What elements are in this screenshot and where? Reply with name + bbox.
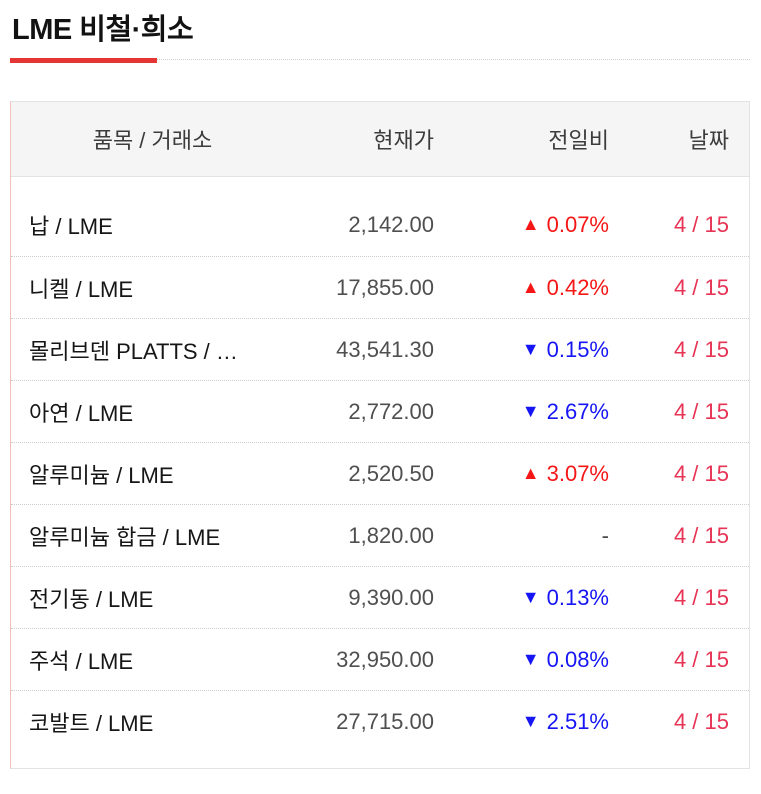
item-cell: 코발트 / LME bbox=[29, 710, 154, 736]
change-value: 0.08% bbox=[546, 646, 609, 672]
change-cell: ▼ 0.13% bbox=[434, 585, 609, 611]
change-cell: ▲ 3.07% bbox=[434, 461, 609, 487]
item-cell: 주석 / LME bbox=[29, 648, 134, 674]
title-underline-dotted bbox=[157, 59, 750, 60]
table-body: 납 / LME 2,142.00 ▲ 0.07% 4 / 15 니켈 / LME … bbox=[11, 177, 749, 768]
down-arrow-icon: ▼ bbox=[521, 400, 540, 421]
table-row[interactable]: 몰리브덴 PLATTS / … 43,541.30 ▼ 0.15% 4 / 15 bbox=[11, 318, 749, 380]
change-value: 0.15% bbox=[546, 336, 609, 362]
item-cell: 아연 / LME bbox=[29, 400, 134, 426]
date-cell: 4 / 15 bbox=[673, 274, 729, 300]
change-cell: ▲ 0.42% bbox=[434, 275, 609, 301]
item-cell: 니켈 / LME bbox=[29, 276, 134, 302]
item-cell: 몰리브덴 PLATTS / … bbox=[29, 338, 238, 364]
date-cell: 4 / 15 bbox=[673, 460, 729, 486]
change-value: - bbox=[601, 522, 609, 548]
price-cell: 27,715.00 bbox=[336, 708, 434, 734]
change-value: 3.07% bbox=[546, 460, 609, 486]
up-arrow-icon: ▲ bbox=[521, 462, 540, 483]
date-cell: 4 / 15 bbox=[673, 212, 729, 237]
change-cell: ▲ 0.07% bbox=[434, 212, 609, 238]
price-cell: 2,142.00 bbox=[348, 212, 434, 237]
price-cell: 2,772.00 bbox=[348, 398, 434, 424]
down-arrow-icon: ▼ bbox=[521, 648, 540, 669]
down-arrow-icon: ▼ bbox=[521, 586, 540, 607]
page-title: LME 비철·희소 bbox=[12, 14, 194, 46]
table-row[interactable]: 아연 / LME 2,772.00 ▼ 2.67% 4 / 15 bbox=[11, 380, 749, 442]
date-cell: 4 / 15 bbox=[673, 708, 729, 734]
date-cell: 4 / 15 bbox=[673, 584, 729, 610]
item-cell: 납 / LME bbox=[29, 214, 113, 239]
price-cell: 43,541.30 bbox=[336, 336, 434, 362]
table-row[interactable]: 알루미늄 / LME 2,520.50 ▲ 3.07% 4 / 15 bbox=[11, 442, 749, 504]
down-arrow-icon: ▼ bbox=[521, 710, 540, 731]
price-cell: 1,820.00 bbox=[348, 522, 434, 548]
date-cell: 4 / 15 bbox=[673, 522, 729, 548]
table-header-row: 품목 / 거래소 현재가 전일비 날짜 bbox=[11, 102, 749, 177]
down-arrow-icon: ▼ bbox=[521, 338, 540, 359]
table-row[interactable]: 코발트 / LME 27,715.00 ▼ 2.51% 4 / 15 bbox=[11, 690, 749, 768]
change-value: 2.51% bbox=[546, 708, 609, 734]
title-underline bbox=[10, 58, 750, 63]
change-value: 0.42% bbox=[546, 274, 609, 300]
change-cell: ▼ 0.15% bbox=[434, 337, 609, 363]
price-cell: 2,520.50 bbox=[348, 460, 434, 486]
change-cell: ▼ 0.08% bbox=[434, 647, 609, 673]
table-row[interactable]: 납 / LME 2,142.00 ▲ 0.07% 4 / 15 bbox=[11, 177, 749, 256]
change-value: 2.67% bbox=[546, 398, 609, 424]
lme-price-table: 품목 / 거래소 현재가 전일비 날짜 납 / LME 2,142.00 ▲ 0.… bbox=[10, 101, 750, 769]
title-underline-accent bbox=[10, 58, 157, 63]
header-item: 품목 / 거래소 bbox=[92, 128, 213, 153]
table-row[interactable]: 알루미늄 합금 / LME 1,820.00 - 4 / 15 bbox=[11, 504, 749, 566]
header-price: 현재가 bbox=[373, 128, 434, 153]
table-row[interactable]: 전기동 / LME 9,390.00 ▼ 0.13% 4 / 15 bbox=[11, 566, 749, 628]
change-value: 0.07% bbox=[546, 212, 609, 237]
price-cell: 9,390.00 bbox=[348, 584, 434, 610]
date-cell: 4 / 15 bbox=[673, 646, 729, 672]
change-value: 0.13% bbox=[546, 584, 609, 610]
up-arrow-icon: ▲ bbox=[521, 276, 540, 297]
change-cell: ▼ 2.51% bbox=[434, 709, 609, 735]
date-cell: 4 / 15 bbox=[673, 336, 729, 362]
header-date: 날짜 bbox=[688, 128, 729, 153]
table-row[interactable]: 주석 / LME 32,950.00 ▼ 0.08% 4 / 15 bbox=[11, 628, 749, 690]
change-cell: ▼ 2.67% bbox=[434, 399, 609, 425]
price-cell: 32,950.00 bbox=[336, 646, 434, 672]
item-cell: 전기동 / LME bbox=[29, 586, 154, 612]
change-cell: - bbox=[434, 523, 609, 549]
table-row[interactable]: 니켈 / LME 17,855.00 ▲ 0.42% 4 / 15 bbox=[11, 256, 749, 318]
price-cell: 17,855.00 bbox=[336, 274, 434, 300]
item-cell: 알루미늄 / LME bbox=[29, 462, 174, 488]
up-arrow-icon: ▲ bbox=[521, 214, 540, 234]
date-cell: 4 / 15 bbox=[673, 398, 729, 424]
item-cell: 알루미늄 합금 / LME bbox=[29, 524, 221, 550]
header-change: 전일비 bbox=[548, 128, 609, 153]
